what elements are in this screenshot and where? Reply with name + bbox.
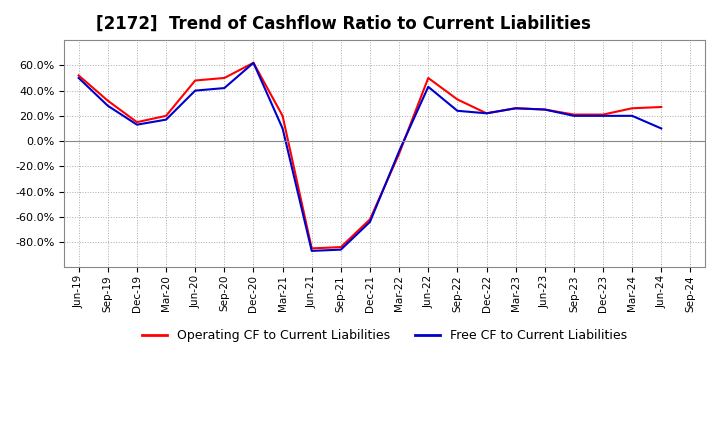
Operating CF to Current Liabilities bbox=[132, 120, 141, 125]
Free CF to Current Liabilities bbox=[424, 84, 433, 89]
Operating CF to Current Liabilities bbox=[336, 245, 345, 250]
Free CF to Current Liabilities bbox=[74, 75, 83, 81]
Operating CF to Current Liabilities bbox=[220, 75, 229, 81]
Free CF to Current Liabilities bbox=[336, 247, 345, 252]
Free CF to Current Liabilities bbox=[307, 248, 316, 253]
Free CF to Current Liabilities bbox=[453, 108, 462, 114]
Free CF to Current Liabilities bbox=[162, 117, 171, 122]
Operating CF to Current Liabilities bbox=[104, 98, 112, 103]
Operating CF to Current Liabilities bbox=[657, 104, 665, 110]
Operating CF to Current Liabilities bbox=[482, 111, 491, 116]
Free CF to Current Liabilities bbox=[511, 106, 520, 111]
Free CF to Current Liabilities bbox=[191, 88, 199, 93]
Operating CF to Current Liabilities bbox=[453, 97, 462, 102]
Free CF to Current Liabilities bbox=[104, 103, 112, 108]
Free CF to Current Liabilities bbox=[599, 113, 608, 118]
Free CF to Current Liabilities bbox=[482, 111, 491, 116]
Operating CF to Current Liabilities bbox=[278, 113, 287, 118]
Line: Free CF to Current Liabilities: Free CF to Current Liabilities bbox=[78, 63, 661, 251]
Line: Operating CF to Current Liabilities: Operating CF to Current Liabilities bbox=[78, 63, 661, 248]
Free CF to Current Liabilities bbox=[249, 60, 258, 66]
Operating CF to Current Liabilities bbox=[191, 78, 199, 83]
Operating CF to Current Liabilities bbox=[162, 113, 171, 118]
Free CF to Current Liabilities bbox=[541, 107, 549, 112]
Operating CF to Current Liabilities bbox=[249, 60, 258, 66]
Operating CF to Current Liabilities bbox=[628, 106, 636, 111]
Free CF to Current Liabilities bbox=[570, 113, 578, 118]
Operating CF to Current Liabilities bbox=[570, 112, 578, 117]
Operating CF to Current Liabilities bbox=[424, 75, 433, 81]
Free CF to Current Liabilities bbox=[220, 85, 229, 91]
Operating CF to Current Liabilities bbox=[366, 217, 374, 222]
Operating CF to Current Liabilities bbox=[599, 112, 608, 117]
Free CF to Current Liabilities bbox=[132, 122, 141, 127]
Text: [2172]  Trend of Cashflow Ratio to Current Liabilities: [2172] Trend of Cashflow Ratio to Curren… bbox=[96, 15, 591, 33]
Free CF to Current Liabilities bbox=[628, 113, 636, 118]
Operating CF to Current Liabilities bbox=[511, 106, 520, 111]
Operating CF to Current Liabilities bbox=[74, 73, 83, 78]
Operating CF to Current Liabilities bbox=[307, 246, 316, 251]
Free CF to Current Liabilities bbox=[278, 126, 287, 131]
Free CF to Current Liabilities bbox=[657, 126, 665, 131]
Operating CF to Current Liabilities bbox=[395, 151, 403, 156]
Free CF to Current Liabilities bbox=[366, 219, 374, 224]
Legend: Operating CF to Current Liabilities, Free CF to Current Liabilities: Operating CF to Current Liabilities, Fre… bbox=[137, 324, 632, 348]
Operating CF to Current Liabilities bbox=[541, 107, 549, 112]
Free CF to Current Liabilities bbox=[395, 149, 403, 154]
